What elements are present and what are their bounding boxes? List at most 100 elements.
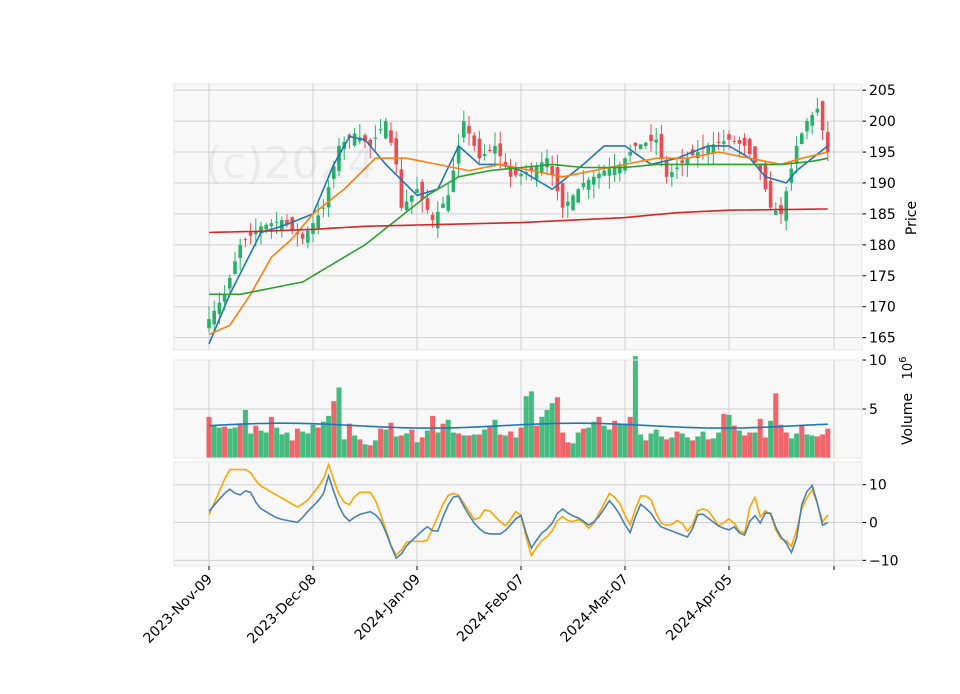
candle-body — [540, 162, 544, 172]
candle-body — [259, 226, 263, 234]
volume-bar — [690, 440, 696, 458]
oscillator-panel: −10 0 10 — [173, 461, 899, 569]
candle-body — [285, 219, 289, 225]
volume-bar — [487, 426, 493, 458]
volume-bar — [424, 430, 430, 458]
candle-body — [467, 125, 471, 134]
x-tick-label: 2024-Jan-09 — [352, 572, 424, 644]
candle-body — [482, 154, 487, 156]
price-tick-label: 185 — [869, 207, 896, 223]
volume-bar — [638, 434, 644, 458]
volume-bar — [242, 409, 248, 458]
candle-body — [805, 121, 809, 132]
price-panel-bg — [174, 84, 862, 350]
volume-bar — [440, 423, 446, 458]
x-tick-label: 2024-Mar-07 — [558, 572, 632, 646]
candle-body — [264, 224, 268, 230]
candle-body — [420, 181, 424, 200]
candle-body — [696, 152, 700, 159]
candle-body — [321, 207, 326, 209]
candle-body — [794, 145, 799, 164]
candle-body — [529, 167, 534, 171]
candle-body — [425, 198, 430, 210]
volume-bar — [726, 414, 732, 458]
volume-bar — [237, 423, 243, 458]
volume-bar — [721, 413, 727, 458]
volume-bar — [232, 427, 238, 458]
candle-body — [716, 141, 721, 143]
volume-bar — [492, 419, 498, 458]
candle-body — [384, 121, 388, 139]
x-axis: 2023-Nov-09 2023-Dec-08 2024-Jan-09 2024-Fe… — [141, 566, 835, 647]
x-tick-label: 2023-Dec-08 — [244, 572, 319, 647]
volume-bar — [674, 431, 680, 458]
volume-bar — [279, 434, 285, 458]
candle-body — [784, 191, 788, 221]
candle-body — [274, 221, 279, 223]
ma_slow-line — [209, 157, 828, 296]
candle-body — [727, 134, 731, 140]
volume-bar — [357, 439, 363, 458]
candle-body — [446, 195, 450, 211]
x-tick-label: 2024-Apr-05 — [663, 572, 736, 645]
volume-bar — [476, 434, 482, 458]
volume-bar — [352, 435, 358, 458]
candle-body — [680, 160, 684, 163]
candle-body — [472, 135, 476, 146]
candle-body — [519, 173, 523, 177]
candle-body — [685, 158, 690, 165]
volume-bar — [398, 435, 404, 458]
candle-body — [753, 146, 757, 163]
candle-body — [576, 189, 580, 203]
candle-body — [290, 217, 294, 230]
oscillator-tick-label: −10 — [869, 553, 899, 569]
candle-body — [748, 138, 752, 155]
volume-bar — [508, 431, 514, 458]
candle-body — [659, 134, 664, 159]
volume-bar — [315, 427, 321, 458]
candle-body — [602, 170, 606, 176]
candle-body — [670, 172, 674, 177]
volume-bar — [294, 428, 300, 458]
panel-border — [173, 461, 863, 567]
candle-body — [618, 164, 622, 174]
candle-body — [815, 108, 820, 113]
volume-bar — [300, 431, 306, 458]
volume-bar — [705, 439, 711, 458]
candle-body — [742, 137, 747, 146]
volume-bar — [206, 416, 212, 458]
volume-tick-label: 5 — [869, 402, 878, 418]
volume-bar — [378, 428, 384, 458]
volume-bar — [331, 401, 337, 458]
candle-body — [534, 166, 539, 180]
candle-body — [358, 137, 362, 142]
volume-bar — [450, 432, 456, 458]
volume-bar — [253, 425, 259, 458]
candle-body — [768, 180, 773, 208]
candle-body — [675, 167, 679, 170]
volume-bar — [372, 440, 378, 458]
candle-body — [441, 203, 445, 208]
volume-bar — [778, 424, 784, 458]
volume-bar — [799, 424, 805, 458]
volume-bar — [466, 435, 472, 458]
candle-body — [300, 233, 305, 239]
volume-bar — [731, 425, 737, 458]
candle-body — [571, 195, 575, 211]
volume-bar — [497, 434, 503, 458]
volume-bar — [539, 416, 545, 458]
candle-body — [508, 166, 513, 177]
candle-body — [404, 201, 409, 211]
volume-bar — [362, 444, 368, 458]
price-tick-label: 170 — [869, 300, 896, 316]
volume-bar — [549, 403, 555, 458]
candle-body — [597, 173, 601, 179]
ma_long-line — [208, 208, 828, 234]
volume-bar — [310, 424, 316, 458]
volume-bar — [320, 421, 326, 458]
candle-body — [456, 145, 461, 164]
candle-body — [737, 140, 742, 144]
volume-bar — [284, 432, 290, 458]
price-axis-label: Price — [904, 201, 920, 235]
